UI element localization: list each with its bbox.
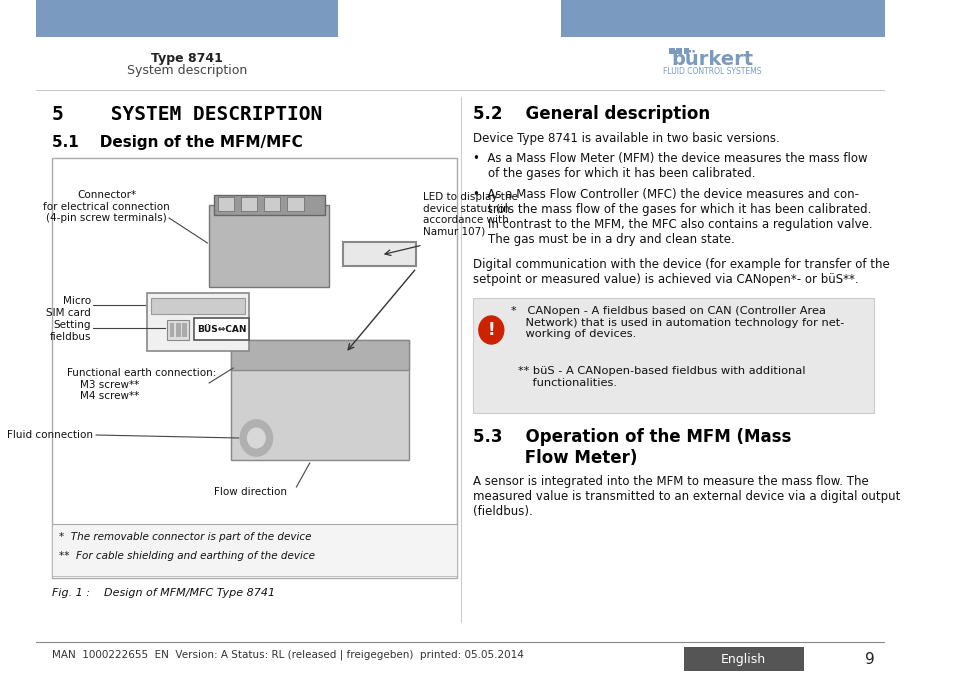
Text: Type 8741: Type 8741 bbox=[151, 52, 223, 65]
Bar bbox=[473, 298, 873, 413]
Bar bbox=[147, 293, 249, 351]
Bar bbox=[232, 340, 409, 370]
Text: 5    SYSTEM DESCRIPTION: 5 SYSTEM DESCRIPTION bbox=[51, 105, 321, 124]
Text: Connector*
for electrical connection
(4-pin screw terminals): Connector* for electrical connection (4-… bbox=[44, 190, 170, 223]
Text: BÜS⇔CAN: BÜS⇔CAN bbox=[196, 324, 246, 334]
Text: •  As a Mass Flow Controller (MFC) the device measures and con-
    trols the ma: • As a Mass Flow Controller (MFC) the de… bbox=[473, 188, 872, 246]
Text: *   CANopen - A fieldbus based on CAN (Controller Area
    Network) that is used: * CANopen - A fieldbus based on CAN (Con… bbox=[511, 306, 843, 339]
Text: English: English bbox=[720, 653, 765, 666]
Text: !: ! bbox=[487, 321, 495, 339]
Text: A sensor is integrated into the MFM to measure the mass flow. The
measured value: A sensor is integrated into the MFM to m… bbox=[473, 475, 900, 518]
Bar bbox=[241, 197, 257, 211]
Bar bbox=[264, 197, 280, 211]
Bar bbox=[193, 318, 249, 340]
Text: 5.2    General description: 5.2 General description bbox=[473, 105, 710, 123]
Circle shape bbox=[247, 428, 265, 448]
Bar bbox=[669, 48, 674, 54]
Bar bbox=[35, 0, 338, 37]
Text: Micro
SIM card: Micro SIM card bbox=[46, 296, 91, 318]
Text: bürkert: bürkert bbox=[670, 50, 752, 69]
Text: Digital communication with the device (for example for transfer of the
setpoint : Digital communication with the device (f… bbox=[473, 258, 889, 286]
Text: LED to display the
device status (in
accordance with
Namur 107): LED to display the device status (in acc… bbox=[422, 192, 517, 237]
Bar bbox=[176, 323, 180, 337]
Text: Fluid connection: Fluid connection bbox=[8, 430, 93, 440]
Bar bbox=[682, 647, 802, 671]
Bar bbox=[167, 320, 189, 340]
Text: 9: 9 bbox=[863, 651, 874, 666]
Bar bbox=[232, 340, 409, 460]
Bar bbox=[182, 323, 187, 337]
Text: **  For cable shielding and earthing of the device: ** For cable shielding and earthing of t… bbox=[59, 551, 314, 561]
Bar bbox=[676, 48, 681, 54]
Bar bbox=[342, 242, 416, 266]
Text: 5.3    Operation of the MFM (Mass
         Flow Meter): 5.3 Operation of the MFM (Mass Flow Mete… bbox=[473, 428, 791, 467]
Circle shape bbox=[240, 420, 272, 456]
Bar bbox=[213, 195, 325, 215]
Bar bbox=[287, 197, 303, 211]
Text: Device Type 8741 is available in two basic versions.: Device Type 8741 is available in two bas… bbox=[473, 132, 780, 145]
Text: FLUID CONTROL SYSTEMS: FLUID CONTROL SYSTEMS bbox=[662, 67, 760, 76]
Text: Setting
fieldbus: Setting fieldbus bbox=[50, 320, 91, 342]
Bar bbox=[209, 205, 329, 287]
Text: Fig. 1 :    Design of MFM/MFC Type 8741: Fig. 1 : Design of MFM/MFC Type 8741 bbox=[51, 588, 274, 598]
Bar bbox=[51, 158, 456, 578]
Text: •  As a Mass Flow Meter (MFM) the device measures the mass flow
    of the gases: • As a Mass Flow Meter (MFM) the device … bbox=[473, 152, 867, 180]
Bar bbox=[682, 48, 688, 54]
Text: System description: System description bbox=[127, 64, 247, 77]
Bar bbox=[170, 323, 174, 337]
Text: Functional earth connection:
    M3 screw**
    M4 screw**: Functional earth connection: M3 screw** … bbox=[67, 368, 216, 401]
Text: *  The removable connector is part of the device: * The removable connector is part of the… bbox=[59, 532, 311, 542]
Bar bbox=[152, 298, 245, 314]
Bar bbox=[51, 524, 456, 576]
Bar bbox=[560, 0, 883, 37]
Text: ** büS - A CANopen-based fieldbus with additional
    functionalities.: ** büS - A CANopen-based fieldbus with a… bbox=[517, 366, 804, 388]
Circle shape bbox=[478, 316, 503, 344]
Text: 5.1    Design of the MFM/MFC: 5.1 Design of the MFM/MFC bbox=[51, 135, 302, 150]
Text: Flow direction: Flow direction bbox=[213, 487, 286, 497]
Text: MAN  1000222655  EN  Version: A Status: RL (released | freigegeben)  printed: 05: MAN 1000222655 EN Version: A Status: RL … bbox=[51, 650, 523, 660]
Bar bbox=[218, 197, 233, 211]
